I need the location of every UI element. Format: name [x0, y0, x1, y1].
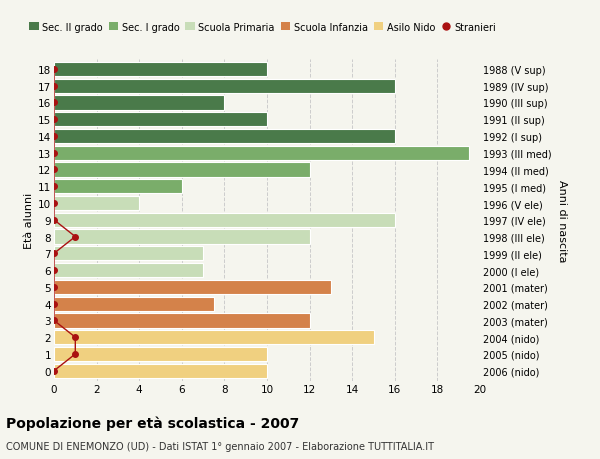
Bar [54, 163, 310, 177]
Text: Popolazione per età scolastica - 2007: Popolazione per età scolastica - 2007 [6, 415, 299, 430]
Bar [54, 280, 331, 294]
Bar [54, 129, 395, 144]
Bar [54, 213, 395, 227]
Bar [54, 297, 214, 311]
Legend: Sec. II grado, Sec. I grado, Scuola Primaria, Scuola Infanzia, Asilo Nido, Stran: Sec. II grado, Sec. I grado, Scuola Prim… [29, 23, 496, 33]
Bar [54, 196, 139, 211]
Bar [54, 330, 373, 345]
Bar [54, 79, 395, 94]
Bar [54, 347, 267, 361]
Bar [54, 364, 267, 378]
Bar [54, 62, 267, 77]
Text: COMUNE DI ENEMONZO (UD) - Dati ISTAT 1° gennaio 2007 - Elaborazione TUTTITALIA.I: COMUNE DI ENEMONZO (UD) - Dati ISTAT 1° … [6, 441, 434, 451]
Bar [54, 263, 203, 278]
Bar [54, 180, 182, 194]
Y-axis label: Anni di nascita: Anni di nascita [557, 179, 567, 262]
Bar [54, 96, 224, 110]
Bar [54, 146, 469, 161]
Bar [54, 113, 267, 127]
Bar [54, 246, 203, 261]
Bar [54, 313, 310, 328]
Bar [54, 230, 310, 244]
Y-axis label: Età alunni: Età alunni [24, 192, 34, 248]
